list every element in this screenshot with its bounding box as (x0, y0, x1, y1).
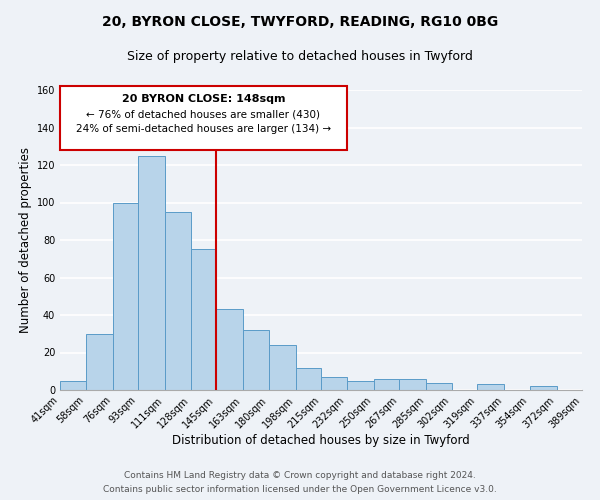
X-axis label: Distribution of detached houses by size in Twyford: Distribution of detached houses by size … (172, 434, 470, 447)
Bar (113, 202, 138, 390)
Text: 20 BYRON CLOSE: 148sqm: 20 BYRON CLOSE: 148sqm (121, 94, 285, 104)
Bar (477, 384, 504, 390)
Bar (86, 334, 113, 390)
Bar (269, 345, 296, 390)
Bar (373, 379, 399, 390)
Bar (165, 212, 191, 390)
Text: Contains public sector information licensed under the Open Government Licence v3: Contains public sector information licen… (103, 485, 497, 494)
Bar (243, 330, 269, 390)
Text: ← 76% of detached houses are smaller (430): ← 76% of detached houses are smaller (43… (86, 110, 320, 120)
Bar (321, 377, 347, 390)
Bar (191, 250, 216, 390)
Bar (399, 379, 426, 390)
FancyBboxPatch shape (60, 86, 347, 150)
Text: Size of property relative to detached houses in Twyford: Size of property relative to detached ho… (127, 50, 473, 63)
Bar (216, 310, 243, 390)
Text: Contains HM Land Registry data © Crown copyright and database right 2024.: Contains HM Land Registry data © Crown c… (124, 471, 476, 480)
Bar (530, 386, 557, 390)
Text: 20, BYRON CLOSE, TWYFORD, READING, RG10 0BG: 20, BYRON CLOSE, TWYFORD, READING, RG10 … (102, 15, 498, 29)
Bar (60, 380, 86, 390)
Bar (296, 368, 321, 390)
Bar (426, 382, 452, 390)
Bar (347, 380, 373, 390)
Bar (138, 156, 165, 390)
Text: 24% of semi-detached houses are larger (134) →: 24% of semi-detached houses are larger (… (76, 124, 331, 134)
Y-axis label: Number of detached properties: Number of detached properties (19, 147, 32, 333)
